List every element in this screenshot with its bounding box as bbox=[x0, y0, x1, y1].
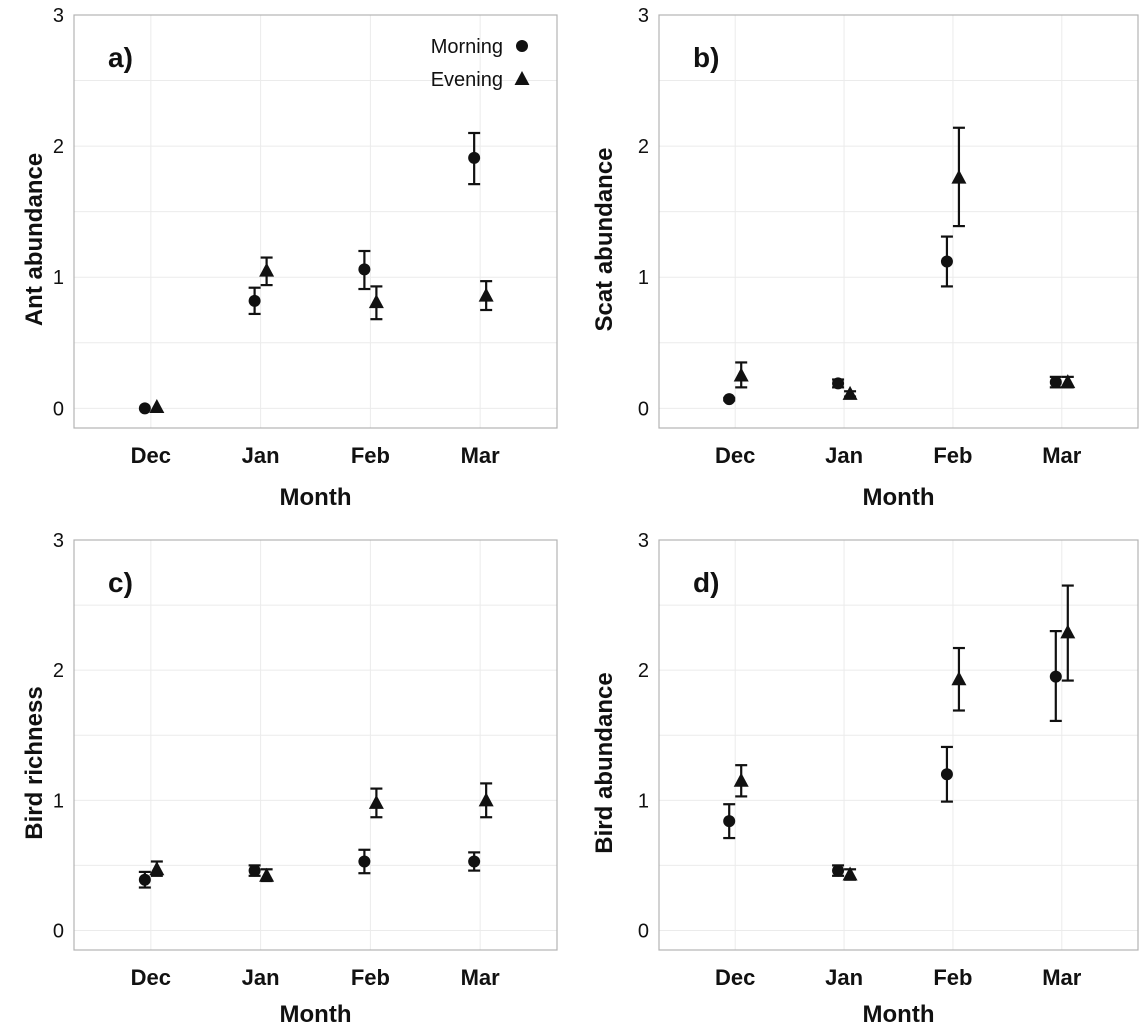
y-tick-label: 1 bbox=[638, 267, 649, 289]
data-point-morning bbox=[940, 768, 953, 781]
data-point-evening bbox=[149, 399, 165, 414]
x-tick-label: Feb bbox=[351, 965, 390, 990]
y-tick-label: 3 bbox=[638, 530, 649, 552]
x-axis-title: Month bbox=[863, 484, 935, 511]
x-tick-label: Mar bbox=[1042, 965, 1082, 990]
data-point-evening bbox=[368, 294, 384, 309]
y-tick-label: 2 bbox=[53, 136, 64, 158]
data-point-evening bbox=[842, 866, 858, 881]
legend-marker-triangle bbox=[514, 71, 530, 85]
y-axis-title: Bird abundance bbox=[591, 672, 618, 853]
data-point-evening bbox=[842, 385, 858, 400]
data-point-morning bbox=[248, 294, 261, 307]
x-tick-label: Jan bbox=[825, 443, 863, 468]
x-tick-label: Mar bbox=[461, 965, 501, 990]
y-tick-label: 3 bbox=[53, 530, 64, 552]
panel-frame bbox=[73, 14, 558, 429]
panel-d: 0 1 2 3 Dec Jan Feb Mar Month Bird abundance d) bbox=[591, 530, 1139, 1027]
data-point-evening bbox=[951, 169, 967, 184]
panel-b: 0 1 2 3 Dec Jan Feb Mar Month Scat abundance b) bbox=[591, 5, 1139, 511]
x-axis-title: Month bbox=[863, 1001, 935, 1027]
data-point-morning bbox=[940, 255, 953, 268]
x-tick-label: Jan bbox=[242, 965, 280, 990]
data-point-evening bbox=[368, 794, 384, 809]
data-point-morning bbox=[1049, 376, 1062, 389]
data-point-morning bbox=[832, 377, 845, 390]
data-point-evening bbox=[1060, 624, 1076, 639]
x-tick-label: Mar bbox=[1042, 443, 1082, 468]
panel-label: c) bbox=[108, 567, 133, 598]
y-tick-label: 0 bbox=[53, 920, 64, 942]
data-point-morning bbox=[832, 864, 845, 877]
data-point-morning bbox=[358, 855, 371, 868]
x-axis-title: Month bbox=[280, 484, 352, 511]
panel-label: d) bbox=[693, 567, 719, 598]
panel-frame bbox=[73, 539, 558, 951]
x-tick-label: Feb bbox=[933, 965, 972, 990]
y-tick-label: 1 bbox=[638, 790, 649, 812]
y-tick-label: 0 bbox=[53, 398, 64, 420]
panel-label: b) bbox=[693, 42, 719, 73]
panel-a: 0 1 2 3 Dec Jan Feb Mar Month Ant abundance a) Morn… bbox=[21, 5, 558, 511]
legend-label-evening: Evening bbox=[431, 69, 503, 91]
data-point-evening bbox=[149, 861, 165, 876]
x-tick-label: Jan bbox=[825, 965, 863, 990]
y-tick-label: 3 bbox=[638, 5, 649, 27]
panel-frame bbox=[658, 14, 1139, 429]
x-tick-label: Feb bbox=[933, 443, 972, 468]
y-axis-title: Bird richness bbox=[21, 686, 48, 839]
data-point-morning bbox=[468, 151, 481, 164]
y-tick-label: 1 bbox=[53, 267, 64, 289]
data-point-evening bbox=[259, 867, 275, 882]
legend-marker-circle bbox=[516, 40, 528, 52]
data-point-morning bbox=[468, 855, 481, 868]
data-point-morning bbox=[1049, 670, 1062, 683]
y-tick-label: 0 bbox=[638, 920, 649, 942]
data-point-evening bbox=[733, 772, 749, 787]
x-tick-label: Dec bbox=[131, 443, 171, 468]
data-point-morning bbox=[138, 402, 151, 415]
data-point-evening bbox=[478, 287, 494, 302]
panel-c: 0 1 2 3 Dec Jan Feb Mar Month Bird richness c) bbox=[21, 530, 558, 1027]
data-point-morning bbox=[723, 393, 736, 406]
y-tick-label: 1 bbox=[53, 790, 64, 812]
y-tick-label: 2 bbox=[638, 660, 649, 682]
x-tick-label: Dec bbox=[131, 965, 171, 990]
x-tick-label: Jan bbox=[242, 443, 280, 468]
data-point-evening bbox=[478, 792, 494, 807]
y-tick-label: 2 bbox=[53, 660, 64, 682]
x-tick-label: Mar bbox=[461, 443, 501, 468]
data-point-morning bbox=[723, 815, 736, 828]
y-axis-title: Scat abundance bbox=[591, 147, 618, 331]
y-axis-title: Ant abundance bbox=[21, 153, 48, 326]
data-point-evening bbox=[1060, 374, 1076, 389]
y-tick-label: 0 bbox=[638, 398, 649, 420]
data-point-evening bbox=[951, 671, 967, 686]
data-point-morning bbox=[138, 873, 151, 886]
data-point-evening bbox=[733, 367, 749, 382]
legend: Morning Evening bbox=[431, 36, 530, 91]
x-tick-label: Dec bbox=[715, 965, 755, 990]
y-tick-label: 3 bbox=[53, 5, 64, 27]
panel-frame bbox=[658, 539, 1139, 951]
data-point-morning bbox=[358, 263, 371, 276]
legend-label-morning: Morning bbox=[431, 36, 503, 58]
data-point-morning bbox=[248, 864, 261, 877]
data-point-evening bbox=[259, 262, 275, 277]
panel-label: a) bbox=[108, 42, 133, 73]
x-tick-label: Feb bbox=[351, 443, 390, 468]
x-tick-label: Dec bbox=[715, 443, 755, 468]
x-axis-title: Month bbox=[280, 1001, 352, 1027]
y-tick-label: 2 bbox=[638, 136, 649, 158]
